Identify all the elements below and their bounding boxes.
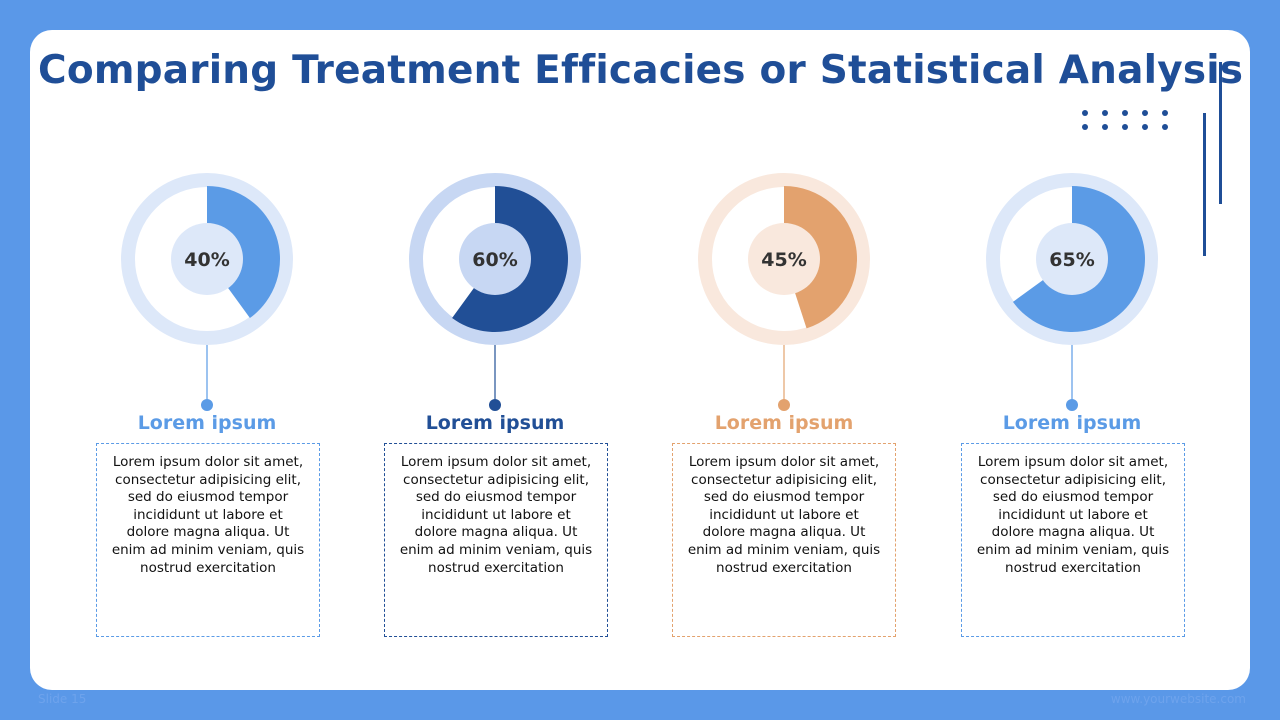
item-title: Lorem ipsum (425, 412, 565, 434)
connector-dot (201, 399, 213, 411)
donut-center (748, 223, 820, 295)
decor-dot (1082, 124, 1088, 130)
decor-dot (1102, 110, 1108, 116)
item-description: Lorem ipsum dolor sit amet, consectetur … (672, 443, 896, 637)
percent-label: 65% (1049, 249, 1094, 271)
donut-center (459, 223, 531, 295)
decor-dot (1122, 124, 1128, 130)
decor-dot (1162, 124, 1168, 130)
connector-dot (489, 399, 501, 411)
donut-center (1036, 223, 1108, 295)
donut-value-segment (784, 186, 858, 329)
website-url: www.yourwebsite.com (1110, 692, 1246, 706)
item-description: Lorem ipsum dolor sit amet, consectetur … (384, 443, 608, 637)
item-description: Lorem ipsum dolor sit amet, consectetur … (96, 443, 320, 637)
decor-dot (1102, 124, 1108, 130)
item-title: Lorem ipsum (137, 412, 277, 434)
percent-label: 40% (184, 249, 229, 271)
decor-dot (1142, 124, 1148, 130)
connector-dot (1066, 399, 1078, 411)
decorative-vertical-line (1203, 113, 1206, 256)
slide-title: Comparing Treatment Efficacies or Statis… (38, 48, 1244, 93)
decor-dot (1142, 110, 1148, 116)
item-description: Lorem ipsum dolor sit amet, consectetur … (961, 443, 1185, 637)
slide-number: Slide 15 (38, 692, 87, 706)
donut-track (986, 173, 1158, 345)
donut-track (698, 173, 870, 345)
slide-card (30, 30, 1250, 690)
donut-value-segment (207, 186, 281, 319)
item-title: Lorem ipsum (1002, 412, 1142, 434)
donut-center (171, 223, 243, 295)
decor-dot (1122, 110, 1128, 116)
decorative-vertical-line (1219, 62, 1222, 204)
donut-track (409, 173, 581, 345)
donut-track (121, 173, 293, 345)
percent-label: 60% (472, 249, 517, 271)
connector-dot (778, 399, 790, 411)
item-title: Lorem ipsum (714, 412, 854, 434)
percent-label: 45% (761, 249, 806, 271)
decor-dot (1082, 110, 1088, 116)
decor-dot (1162, 110, 1168, 116)
